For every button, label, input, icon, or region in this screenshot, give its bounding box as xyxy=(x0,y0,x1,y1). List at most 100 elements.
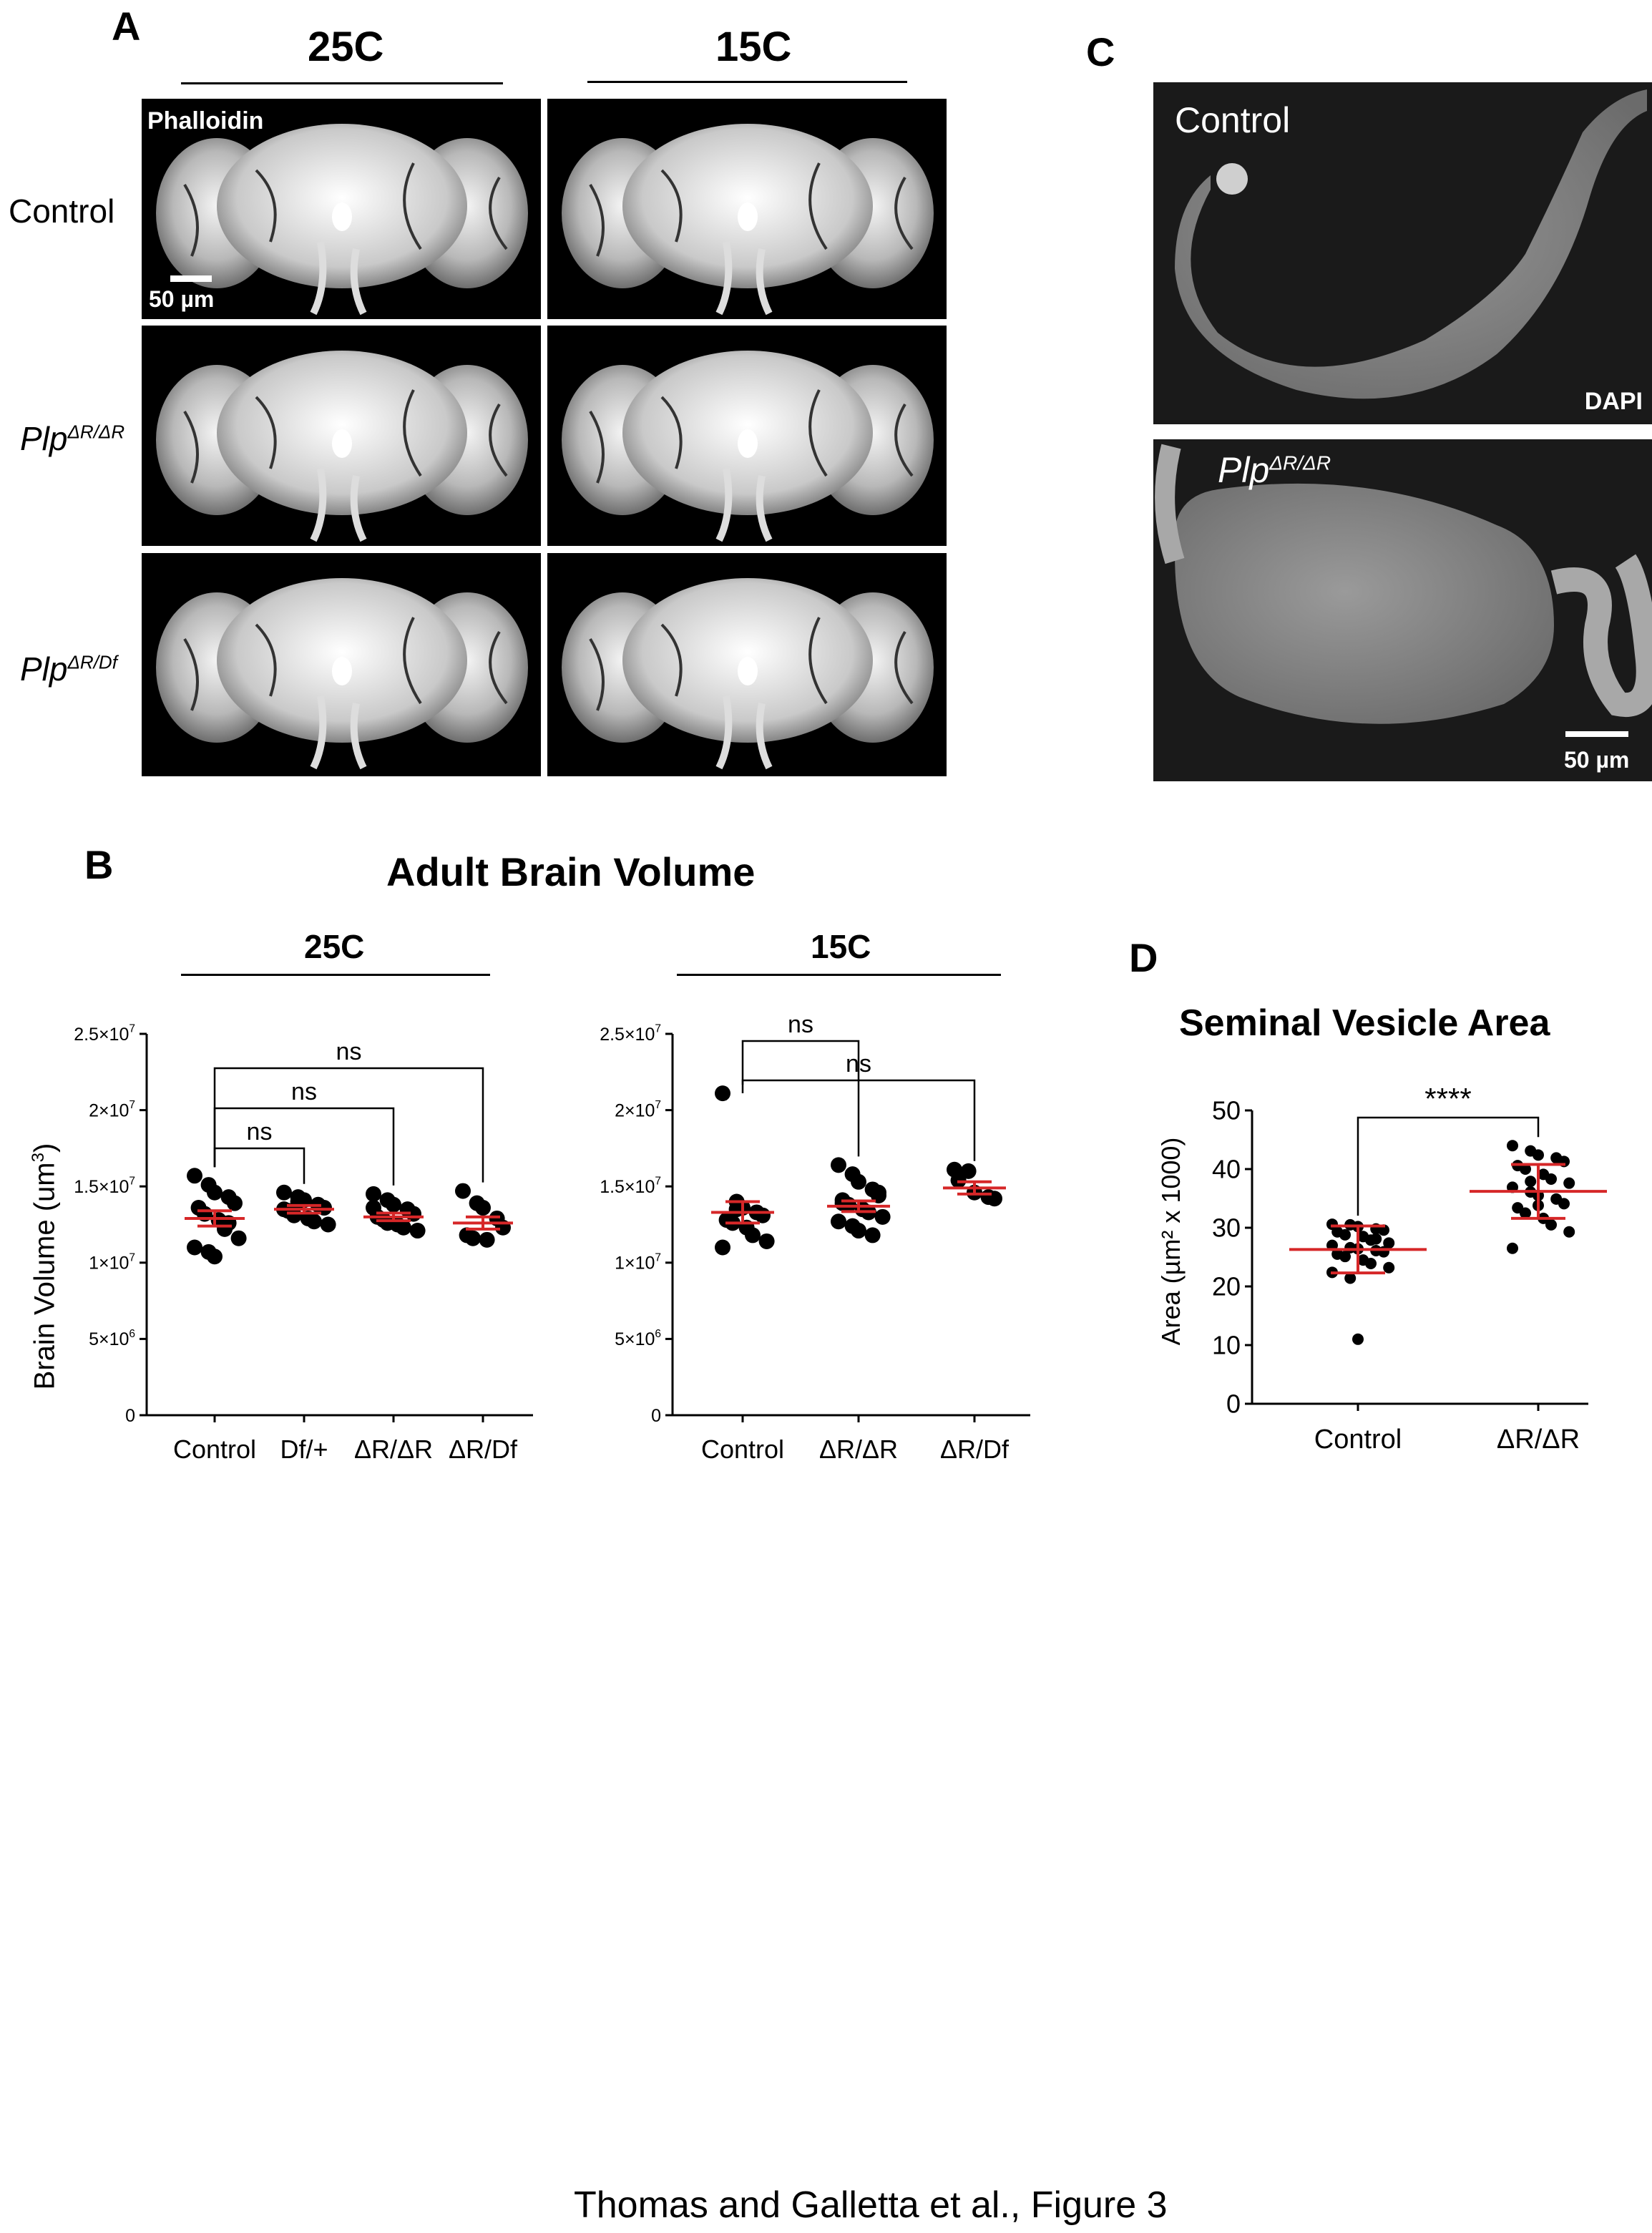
chart-seminal-vesicle-area: 0 10 20 30 40 50 Control ΔR/ΔR **** xyxy=(1212,1082,1607,1455)
data-point xyxy=(1339,1251,1351,1263)
x-tick-label: Df/+ xyxy=(280,1435,328,1464)
seminal-vesicle-image-mutant: PlpΔR/ΔR 50 µm xyxy=(1153,439,1652,781)
column-title-25c: 25C xyxy=(308,24,384,70)
brain-image-dr-df-15c xyxy=(547,553,947,776)
data-point xyxy=(758,1233,775,1249)
panel-c-letter: C xyxy=(1086,29,1115,74)
significance-bracket xyxy=(213,1147,306,1184)
data-point xyxy=(379,1215,396,1231)
data-point xyxy=(227,1195,243,1211)
data-point xyxy=(715,1085,730,1102)
data-point xyxy=(831,1157,846,1173)
y-tick-label: 1.5×107 xyxy=(600,1176,661,1197)
figure-caption: Thomas and Galletta et al., Figure 3 xyxy=(574,2184,1168,2226)
y-tick-label: 5×106 xyxy=(615,1328,661,1349)
data-point xyxy=(475,1200,491,1216)
data-point xyxy=(1365,1258,1377,1270)
group-rule-15c xyxy=(677,974,1001,976)
y-tick-exponent: 7 xyxy=(129,1023,135,1035)
row-label-control: Control xyxy=(9,192,115,230)
data-point xyxy=(455,1183,471,1199)
y-tick-label: 1×107 xyxy=(89,1251,135,1273)
data-point xyxy=(1545,1218,1557,1231)
label-control: Control xyxy=(1175,100,1291,140)
brain-image-dr-df-25c xyxy=(142,553,541,776)
brain-image-dr-dr-15c xyxy=(547,326,947,546)
data-point xyxy=(831,1213,846,1230)
row-label-plp-dr-dr: PlpΔR/ΔR xyxy=(20,419,124,458)
label-allele: ΔR/ΔR xyxy=(1269,451,1331,474)
data-point xyxy=(207,1249,223,1265)
data-point xyxy=(960,1163,977,1179)
data-point xyxy=(1558,1198,1570,1210)
x-tick-label: Control xyxy=(701,1435,784,1464)
data-point xyxy=(366,1186,381,1202)
significance-label: ns xyxy=(846,1050,871,1078)
stain-label-phalloidin: Phalloidin xyxy=(147,107,264,135)
x-tick-label: ΔR/ΔR xyxy=(1497,1425,1580,1455)
x-tick-label: ΔR/Df xyxy=(940,1435,1010,1464)
y-tick-label: 2×107 xyxy=(615,1099,661,1120)
data-point xyxy=(1352,1333,1364,1345)
data-point xyxy=(1383,1237,1395,1249)
significance-label: ns xyxy=(336,1038,362,1065)
data-point xyxy=(864,1227,881,1243)
seminal-vesicle-image-control: Control DAPI xyxy=(1153,82,1652,424)
data-point xyxy=(1563,1177,1575,1189)
data-point xyxy=(1344,1272,1357,1284)
data-point xyxy=(276,1184,292,1201)
stain-label-dapi: DAPI xyxy=(1584,388,1643,415)
data-point xyxy=(1370,1233,1382,1245)
label-gene: Plp xyxy=(1218,450,1270,490)
y-tick-label: 0 xyxy=(651,1406,661,1426)
y-tick-label: 0 xyxy=(125,1406,135,1426)
y-tick-label: 1.5×107 xyxy=(74,1176,135,1197)
y-tick-label: 20 xyxy=(1212,1272,1241,1301)
data-point xyxy=(187,1168,202,1184)
data-point xyxy=(1507,1140,1518,1152)
brain-image-dr-dr-25c xyxy=(142,326,541,546)
data-point xyxy=(1378,1246,1389,1258)
scale-bar-label: 50 µm xyxy=(1564,747,1630,773)
y-tick-label: 10 xyxy=(1212,1331,1241,1360)
y-tick-exponent: 6 xyxy=(129,1328,135,1340)
data-point xyxy=(851,1173,866,1190)
y-tick-label: 5×106 xyxy=(89,1328,135,1349)
significance-label: **** xyxy=(1424,1082,1471,1115)
x-tick-label: ΔR/ΔR xyxy=(819,1435,898,1464)
panel-a-letter: A xyxy=(112,4,141,49)
data-point xyxy=(386,1196,401,1213)
y-tick-exponent: 7 xyxy=(129,1099,135,1111)
y-tick-exponent: 7 xyxy=(129,1251,135,1264)
panel-d-letter: D xyxy=(1129,935,1158,980)
data-point xyxy=(1339,1228,1351,1241)
data-point xyxy=(871,1184,886,1201)
y-tick-exponent: 7 xyxy=(655,1176,661,1188)
significance-bracket xyxy=(741,1079,976,1161)
scale-bar xyxy=(170,275,212,282)
y-tick-label: 0 xyxy=(1226,1389,1241,1419)
panel-d-title: Seminal Vesicle Area xyxy=(1179,1002,1550,1044)
data-point xyxy=(207,1184,223,1201)
chart-brain-volume-25c: 0 5×106 1×107 1.5×107 2×107 2.5×107 Control Df/… xyxy=(74,1023,533,1464)
data-point xyxy=(465,1230,481,1246)
data-point xyxy=(874,1208,891,1225)
group-title-25c: 25C xyxy=(304,928,365,965)
data-point xyxy=(851,1223,866,1239)
data-point xyxy=(1545,1173,1557,1185)
y-tick-label: 1×107 xyxy=(615,1251,661,1273)
y-tick-label: 2.5×107 xyxy=(74,1023,135,1045)
group-title-15c: 15C xyxy=(811,928,871,965)
y-tick-exponent: 7 xyxy=(655,1099,661,1111)
column-rule-15c xyxy=(587,81,907,83)
data-point xyxy=(1383,1261,1395,1274)
data-point xyxy=(306,1213,322,1230)
brain-image-control-25c: Phalloidin 50 µm xyxy=(142,99,541,319)
data-point xyxy=(320,1216,336,1233)
scale-bar xyxy=(1565,731,1628,737)
y-tick-label: 2.5×107 xyxy=(600,1023,661,1045)
scale-bar-label: 50 µm xyxy=(149,286,215,312)
data-point xyxy=(1507,1242,1518,1254)
y-tick-exponent: 7 xyxy=(655,1251,661,1264)
x-tick-label: ΔR/ΔR xyxy=(354,1435,433,1464)
